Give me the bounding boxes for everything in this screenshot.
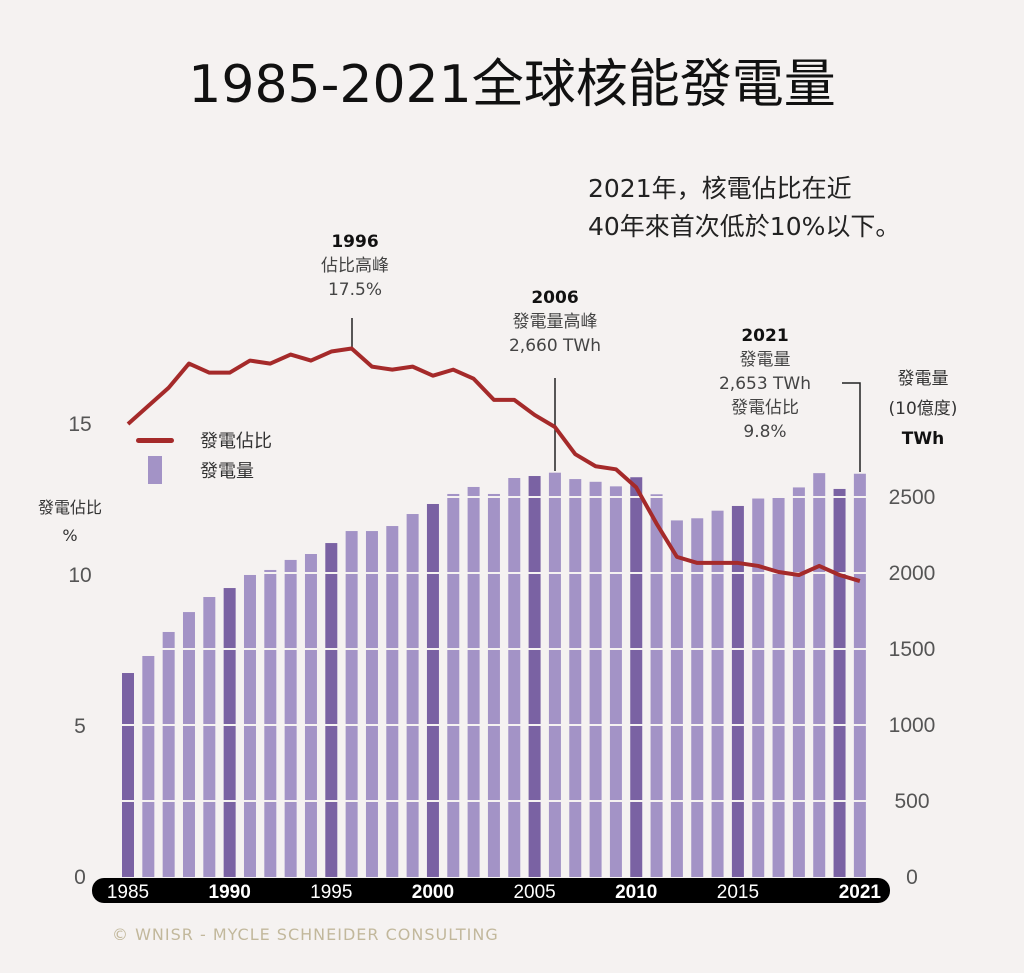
annotation-year: 2021	[741, 326, 789, 346]
bar-2018	[792, 487, 805, 877]
right-tick-1000: 1000	[889, 714, 936, 737]
left-tick-0: 0	[74, 866, 86, 889]
legend-bar-icon	[148, 456, 162, 484]
bar-1986	[142, 655, 155, 877]
bar-2019	[813, 473, 826, 877]
bar-2008	[589, 481, 602, 877]
annotation-value: 2,660 TWh	[508, 336, 602, 356]
bar-1993	[284, 559, 297, 877]
bar-1990	[223, 588, 236, 877]
annotation-value: 9.8%	[743, 422, 787, 442]
annotation-peak-share: 1996 佔比高峰 17.5%	[290, 230, 420, 302]
bar-2021	[853, 473, 866, 877]
bar-2020	[833, 488, 846, 877]
left-tick-15: 15	[68, 413, 91, 436]
legend-label-share: 發電佔比	[200, 431, 272, 452]
legend-line-icon	[136, 437, 174, 443]
bar-2013	[691, 518, 704, 877]
bar-1997	[365, 531, 378, 877]
right-axis-unit-twh: TWh	[901, 429, 945, 449]
bar-1995	[325, 543, 338, 877]
left-tick-5: 5	[74, 715, 86, 738]
bar-2005	[528, 476, 541, 877]
bar-2014	[711, 510, 724, 877]
right-tick-0: 0	[906, 866, 918, 889]
annotation-peak-generation: 2006 發電量高峰 2,660 TWh	[480, 286, 630, 358]
left-axis-label: 發電佔比	[37, 498, 102, 517]
bar-2000	[426, 503, 439, 877]
annotation-2021: 2021 發電量 2,653 TWh 發電佔比 9.8%	[690, 324, 840, 444]
annotation-label: 佔比高峰	[321, 256, 389, 276]
bar-2017	[772, 497, 785, 877]
x-tick-2000: 2000	[412, 882, 454, 903]
bar-2009	[609, 486, 622, 877]
right-axis-title: 發電量 (10億度) TWh	[868, 364, 978, 454]
right-axis-unit: (10億度)	[888, 399, 958, 419]
x-tick-2010: 2010	[615, 882, 657, 903]
annotation-value: 2,653 TWh	[718, 374, 812, 394]
bar-2012	[670, 520, 683, 877]
annotation-label: 發電佔比	[731, 398, 799, 418]
left-axis-title: 發電佔比 %	[30, 494, 110, 550]
bar-2007	[569, 479, 582, 877]
bar-1989	[203, 597, 216, 877]
x-tick-2021: 2021	[839, 882, 882, 903]
leader-2021	[842, 382, 861, 472]
x-tick-2015: 2015	[717, 882, 759, 903]
bar-2002	[467, 486, 480, 877]
bar-2011	[650, 494, 663, 877]
right-tick-2000: 2000	[889, 562, 936, 585]
bar-1994	[304, 554, 317, 877]
chart-title: 1985-2021全球核能發電量	[188, 55, 836, 115]
bar-1999	[406, 514, 419, 877]
annotation-label: 發電量	[739, 350, 791, 370]
x-tick-1995: 1995	[310, 882, 352, 903]
bar-1996	[345, 531, 358, 877]
x-tick-1985: 1985	[107, 882, 149, 903]
annotation-year: 1996	[331, 232, 379, 252]
right-tick-2500: 2500	[889, 486, 936, 509]
annotation-label: 發電量高峰	[512, 312, 598, 332]
x-axis-band	[92, 878, 890, 903]
bar-1987	[162, 631, 175, 877]
bar-2006	[548, 472, 561, 877]
bar-2001	[447, 493, 460, 877]
bar-1992	[264, 569, 277, 877]
bar-2016	[752, 498, 765, 877]
bar-2004	[508, 478, 521, 877]
legend-label-generation: 發電量	[200, 461, 254, 482]
source-credit: © WNISR - MYCLE SCHNEIDER CONSULTING	[112, 925, 499, 944]
left-axis-unit: %	[62, 526, 78, 545]
note-line-1: 2021年，核電佔比在近	[588, 174, 852, 203]
legend: 發電佔比 發電量	[136, 425, 272, 485]
annotation-year: 2006	[531, 288, 579, 308]
right-tick-500: 500	[894, 790, 929, 813]
bar-2015	[731, 505, 744, 877]
bar-1985	[122, 673, 134, 877]
bar-2003	[487, 493, 500, 877]
right-tick-1500: 1500	[889, 638, 936, 661]
x-tick-2005: 2005	[513, 882, 555, 903]
note-line-2: 40年來首次低於10%以下。	[588, 212, 901, 241]
bar-2010	[630, 477, 643, 877]
left-tick-10: 10	[68, 564, 91, 587]
bar-1998	[386, 526, 399, 877]
right-axis-label: 發電量	[897, 369, 949, 389]
bar-1988	[182, 612, 195, 877]
annotation-value: 17.5%	[327, 280, 382, 300]
x-tick-1990: 1990	[209, 882, 251, 903]
headline-note: 2021年，核電佔比在近 40年來首次低於10%以下。	[588, 170, 900, 246]
